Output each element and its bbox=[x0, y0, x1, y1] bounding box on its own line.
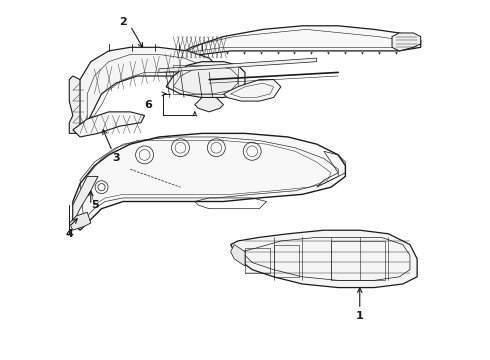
Polygon shape bbox=[231, 244, 245, 266]
Polygon shape bbox=[80, 47, 216, 126]
Polygon shape bbox=[159, 58, 317, 72]
Polygon shape bbox=[231, 230, 417, 288]
Polygon shape bbox=[166, 62, 245, 98]
Text: 2: 2 bbox=[119, 17, 127, 27]
Text: 6: 6 bbox=[144, 100, 152, 110]
Polygon shape bbox=[69, 212, 91, 230]
Polygon shape bbox=[73, 134, 345, 230]
Text: 1: 1 bbox=[356, 311, 364, 321]
Text: 3: 3 bbox=[112, 153, 120, 163]
Polygon shape bbox=[223, 80, 281, 101]
Polygon shape bbox=[73, 176, 98, 223]
Polygon shape bbox=[195, 98, 223, 112]
Text: 5: 5 bbox=[91, 200, 98, 210]
Polygon shape bbox=[392, 33, 421, 51]
Polygon shape bbox=[73, 112, 145, 137]
Text: 4: 4 bbox=[65, 229, 73, 239]
Polygon shape bbox=[69, 76, 87, 134]
Polygon shape bbox=[166, 26, 421, 62]
